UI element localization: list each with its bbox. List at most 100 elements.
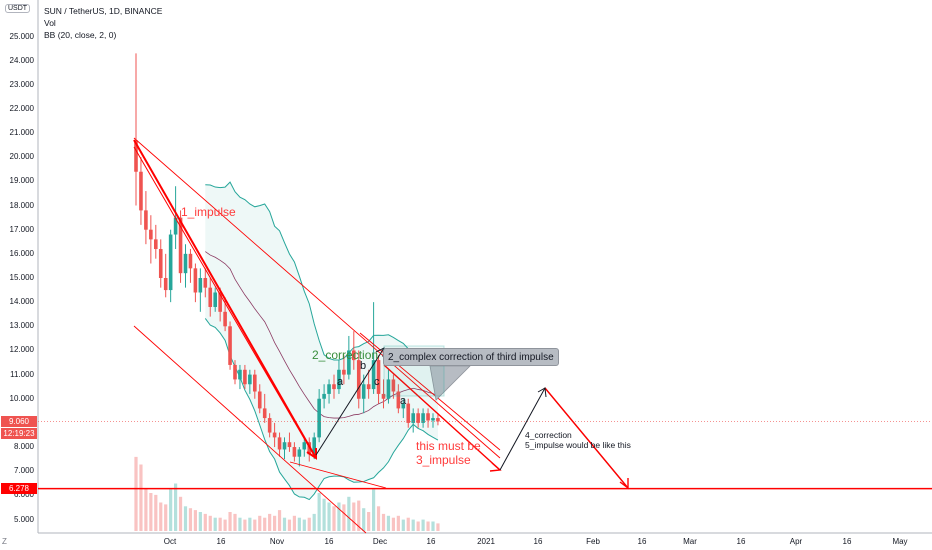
candle-body [213,292,217,307]
bb-upper-band [205,181,439,361]
auto-scale-button[interactable]: Z [2,537,7,546]
candle-body [139,171,143,211]
volume-bar [174,483,178,531]
candle-body [238,369,242,380]
must-be-impulse-label[interactable]: this must be 3_impulse [416,439,481,467]
candle-body [134,140,138,172]
volume-bar [401,519,405,531]
price-tick-label: 24.000 [9,55,34,65]
volume-bar [223,519,227,531]
candle-body [149,229,153,240]
projection-arrowhead-up [537,387,547,398]
volume-bar [327,502,331,531]
volume-bar [347,496,351,531]
projection-line-2: 5_impulse would be like this [525,440,631,450]
candle-body [198,278,203,293]
time-tick-label: May [892,537,908,546]
volume-bar [391,517,395,531]
wave-b-label[interactable]: b [360,360,367,372]
wave-a-label[interactable]: a [337,376,344,388]
candle-body [262,408,267,419]
candle-body [277,437,282,450]
price-tick-label: 23.000 [9,79,34,89]
projection-label[interactable]: 4_correction 5_impulse would be like thi… [525,430,631,450]
volume-bar [169,489,173,531]
candle-body [178,217,183,274]
volume-bar [297,517,301,531]
candle-body [257,391,262,409]
time-tick-label: Apr [789,537,803,546]
price-tick-label: 16.000 [9,248,34,258]
candle-body [356,360,361,399]
bollinger-indicator-label[interactable]: BB (20, close, 2, 0) [44,30,117,40]
volume-bar [228,512,232,531]
volume-bar [426,521,430,531]
volume-bar [134,456,138,531]
symbol-title: SUN / TetherUS, 1D, BINANCE [44,6,163,16]
level-price-label: 6.278 [1,483,37,494]
candle-body [431,418,435,421]
volume-bar [386,515,391,531]
volume-bar [406,517,410,531]
volume-bar [282,517,287,531]
volume-bar [258,515,262,531]
impulse-1-label[interactable]: 1_impulse [181,205,236,219]
currency-unit-button[interactable]: USDT [5,4,31,13]
volume-bar [233,513,237,531]
time-tick-label: 16 [736,537,746,546]
time-tick-label: 16 [533,537,543,546]
candle-body [411,413,415,423]
bb-fill [205,182,438,500]
channel-upper-line [133,137,501,459]
third-impulse-arrowhead [489,462,502,472]
volume-bar [248,517,252,531]
volume-bar [312,513,316,531]
price-tick-label: 17.000 [9,224,34,234]
candle-body [376,360,381,394]
time-tick-label: Feb [586,537,600,546]
time-tick-label: 16 [216,537,226,546]
correction-2-label[interactable]: 2_correction [312,348,379,362]
volume-bar [416,521,420,531]
volume-indicator-label[interactable]: Vol [44,18,56,28]
price-tick-label: 5.000 [13,514,34,524]
candle-body [347,350,351,375]
volume-bar [381,513,386,531]
candle-body [208,287,213,307]
callout-box[interactable]: 2_complex correction of third impulse [383,348,559,366]
impulse-1-arrowhead [306,448,317,460]
wave-a-second-label[interactable]: a [400,395,407,407]
candle-body [436,418,440,422]
price-tick-label: 14.000 [9,297,34,307]
candle-body [158,249,163,278]
bar-countdown-label: 12:19:23 [1,428,37,439]
price-tick-label: 18.000 [9,200,34,210]
volume-bar [273,515,277,531]
volume-bar [178,496,183,531]
candle-body [183,253,188,274]
volume-bar [238,517,242,531]
candle-body [233,364,237,380]
candle-body [327,384,331,394]
price-tick-label: 6.000 [13,490,34,500]
candle-body [366,384,371,390]
candle-body [302,442,307,450]
volume-bar [149,493,153,531]
candle-body [243,369,247,385]
candle-body [371,360,376,390]
volume-bar [292,515,296,531]
time-tick-label: Oct [163,537,177,546]
candle-body [426,413,430,421]
must-be-line-2: 3_impulse [416,453,471,467]
candle-body [287,442,292,448]
volume-bar [396,515,400,531]
volume-bar [436,523,440,531]
price-tick-label: 7.000 [13,466,34,476]
candle-body [253,374,257,392]
price-tick-label: 15.000 [9,273,34,282]
price-tick-label: 20.000 [9,152,34,162]
candle-body [337,369,341,390]
wave-c-label[interactable]: c [374,376,380,388]
